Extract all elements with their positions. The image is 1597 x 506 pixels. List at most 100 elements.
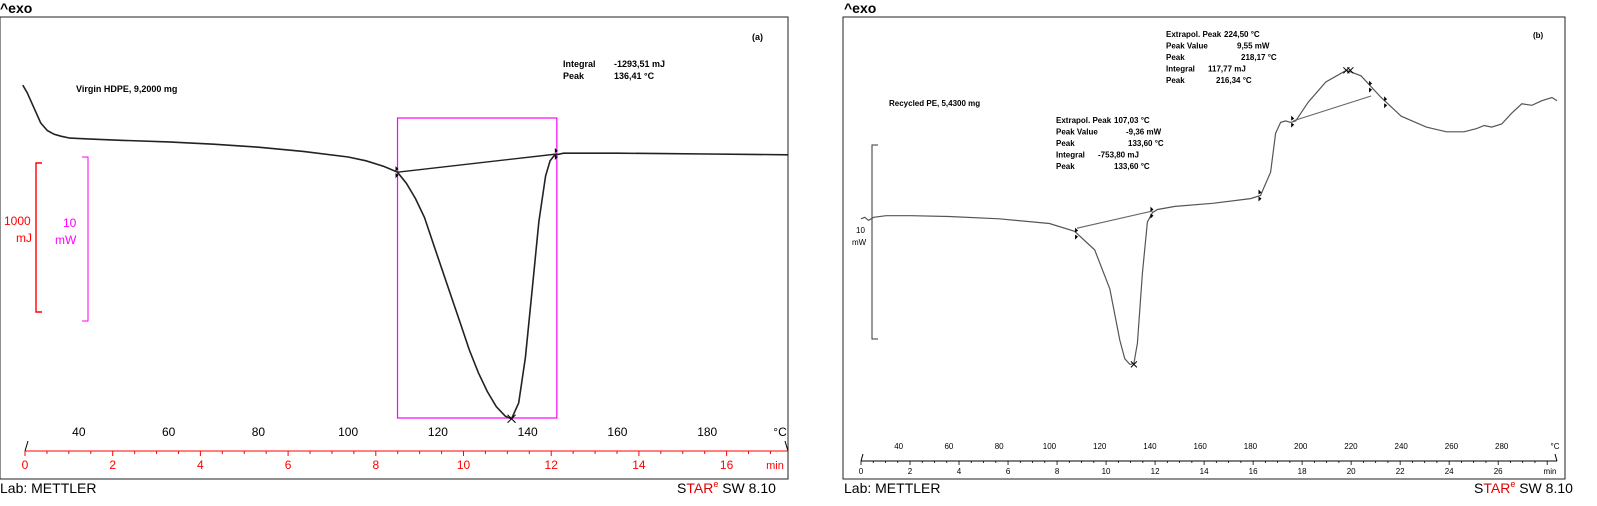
limit-marker — [1291, 115, 1295, 128]
time-tick-label: 2 — [109, 458, 116, 472]
footer-lab-a: Lab: METTLER — [0, 480, 96, 496]
annotation-value: 224,50 °C — [1224, 30, 1260, 39]
temperature-tick-label: 40 — [894, 442, 903, 451]
axes-a: 40 60 80 100 120 140 160 180 °C 0 2 4 6 8 10 12 14 16 min — [22, 425, 789, 472]
time-unit-label: min — [1544, 467, 1557, 476]
time-tick-label: 24 — [1445, 467, 1454, 476]
annotation-value: 107,03 °C — [1114, 116, 1150, 125]
temperature-tick-label: 40 — [72, 425, 86, 439]
limit-marker — [1075, 227, 1079, 240]
peak-marker-b — [1130, 361, 1138, 368]
chart-a-svg: ^exo (a) Virgin HDPE, 9,2000 mg Integral… — [0, 0, 789, 496]
time-tick-label: 16 — [1249, 467, 1258, 476]
dsc-curve-b — [860, 69, 1558, 366]
annotation-label: Peak — [1056, 162, 1075, 171]
time-tick-label: 4 — [197, 458, 204, 472]
temperature-tick-label: 120 — [428, 425, 448, 439]
temperature-tick-label: 140 — [1143, 442, 1157, 451]
footer-lab-b: Lab: METTLER — [844, 480, 940, 496]
temperature-tick-label: 80 — [995, 442, 1004, 451]
temperature-tick-label: 200 — [1294, 442, 1308, 451]
time-tick-label: 6 — [285, 458, 292, 472]
temperature-tick-label: 60 — [944, 442, 953, 451]
temperature-tick-label: 260 — [1445, 442, 1459, 451]
plot-frame-b — [842, 16, 1566, 480]
peak-marker-a — [507, 414, 516, 424]
scale-bar-b-unit: mW — [852, 238, 867, 247]
limit-marker — [554, 148, 558, 161]
footer-brand-a: STARe SW 8.10 — [677, 479, 776, 496]
annotation-value: 136,41 °C — [614, 71, 655, 81]
integration-box — [396, 117, 558, 419]
annotation-label: Peak Value — [1166, 42, 1208, 51]
scale-bar-b: 10 mW — [852, 144, 878, 340]
scale-bar-mj-value: 1000 — [4, 214, 31, 228]
annotation-block-a: Integral -1293,51 mJ Peak 136,41 °C — [563, 59, 665, 81]
annotation-label: Peak — [1166, 76, 1185, 85]
thermogram-panel-b: ^exo (b) Recycled PE, 5,4300 mg Extrapol… — [842, 0, 1597, 506]
temperature-tick-label: 160 — [1194, 442, 1208, 451]
integration-baseline-a — [397, 153, 557, 173]
temperature-tick-label: 80 — [252, 425, 266, 439]
sample-label-a: Virgin HDPE, 9,2000 mg — [76, 84, 177, 94]
time-tick-label: 14 — [1200, 467, 1209, 476]
footer-brand-b: STARe SW 8.10 — [1474, 479, 1573, 496]
annotation-label: Peak — [563, 71, 585, 81]
annotation-value: 117,77 mJ — [1208, 65, 1246, 74]
temperature-tick-label: 180 — [1244, 442, 1258, 451]
scale-bar-b-value: 10 — [856, 226, 865, 235]
integration-baseline-b — [1076, 210, 1153, 229]
temperature-tick-label: 240 — [1395, 442, 1409, 451]
exo-label-a: ^exo — [0, 0, 32, 16]
limit-marker — [395, 166, 399, 179]
annotation-label: Integral — [563, 59, 596, 69]
time-tick-label: 8 — [372, 458, 379, 472]
panel-label-b: (b) — [1533, 31, 1544, 40]
time-tick-label: 12 — [545, 458, 559, 472]
time-tick-label: 0 — [22, 458, 29, 472]
integration-baseline-b — [1293, 95, 1372, 122]
time-tick-label: 18 — [1298, 467, 1307, 476]
temperature-tick-label: 120 — [1093, 442, 1107, 451]
limit-marker — [1150, 206, 1154, 219]
time-tick-label: 4 — [957, 467, 962, 476]
marks-a — [22, 84, 789, 424]
temperature-tick-label: 100 — [338, 425, 358, 439]
time-tick-label: 20 — [1347, 467, 1356, 476]
temperature-axis-end-ticks — [860, 453, 1558, 462]
annotation-value: 133,60 °C — [1128, 139, 1164, 148]
chart-b-svg: ^exo (b) Recycled PE, 5,4300 mg Extrapol… — [842, 0, 1573, 496]
dsc-curve-a — [22, 84, 789, 420]
temperature-tick-label: 100 — [1043, 442, 1057, 451]
annotation-value: 133,60 °C — [1114, 162, 1150, 171]
annotation-label: Extrapol. Peak — [1166, 30, 1222, 39]
time-tick-label: 8 — [1055, 467, 1060, 476]
annotation-block-high: Extrapol. Peak 224,50 °C Peak Value 9,55… — [1166, 30, 1277, 85]
temperature-unit-label: °C — [1551, 442, 1560, 451]
time-tick-label: 16 — [720, 458, 734, 472]
annotation-value: 218,17 °C — [1241, 53, 1277, 62]
annotation-value: -753,80 mJ — [1098, 151, 1139, 160]
annotation-label: Extrapol. Peak — [1056, 116, 1112, 125]
time-tick-label: 12 — [1151, 467, 1160, 476]
annotation-value: 216,34 °C — [1216, 76, 1252, 85]
time-tick-label: 14 — [632, 458, 646, 472]
temperature-tick-label: 140 — [518, 425, 538, 439]
scale-bar-mj-unit: mJ — [16, 231, 32, 245]
plot-frame-a — [0, 16, 789, 480]
time-tick-label: 0 — [859, 467, 864, 476]
sample-label-b: Recycled PE, 5,4300 mg — [889, 99, 980, 108]
scale-bar-mw-value: 10 — [63, 216, 77, 230]
panel-label-a: (a) — [752, 32, 763, 42]
annotation-label: Integral — [1056, 151, 1085, 160]
annotation-label: Peak Value — [1056, 128, 1098, 137]
exo-label-b: ^exo — [844, 0, 876, 16]
annotation-label: Peak — [1166, 53, 1185, 62]
thermogram-panel-a: ^exo (a) Virgin HDPE, 9,2000 mg Integral… — [0, 0, 789, 496]
peak-marker-b — [1347, 66, 1354, 74]
temperature-tick-label: 180 — [697, 425, 717, 439]
marks-b — [860, 66, 1558, 368]
temperature-axis-end-ticks — [24, 440, 789, 452]
annotation-value: -9,36 mW — [1126, 128, 1162, 137]
time-tick-label: 6 — [1006, 467, 1011, 476]
